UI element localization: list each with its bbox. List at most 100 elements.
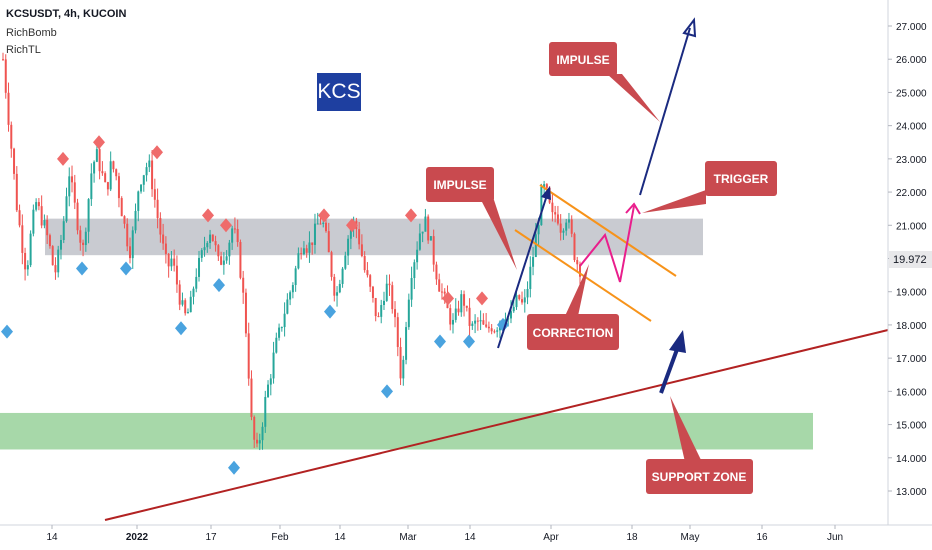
candle-body: [496, 330, 499, 332]
candle-body: [93, 161, 96, 174]
channel-upper: [539, 184, 677, 277]
candle-body: [24, 252, 27, 270]
candle-body: [487, 326, 490, 329]
y-tick-label: 14.000: [896, 454, 927, 465]
candle-body: [84, 231, 87, 246]
candle-body: [239, 242, 242, 278]
candle-body: [156, 199, 159, 219]
sell-signal-marker: [151, 145, 163, 160]
candle-body: [336, 292, 339, 296]
candle-body: [233, 228, 236, 230]
candle-body: [490, 328, 493, 332]
symbol-title[interactable]: KCSUSDT, 4h, KUCOIN: [6, 8, 127, 20]
last-price-tag: 19.972: [889, 251, 932, 268]
candle-body: [509, 311, 512, 319]
candle-body: [267, 384, 270, 397]
candle-body: [532, 257, 535, 267]
candle-body: [283, 313, 286, 328]
candle-body: [87, 199, 90, 232]
candle-body: [322, 222, 325, 224]
candle-body: [206, 242, 209, 248]
candle-body: [162, 234, 165, 244]
candle-body: [26, 265, 29, 270]
candle-body: [269, 378, 272, 385]
candle-body: [573, 233, 576, 261]
candle-body: [465, 305, 468, 308]
candle-body: [82, 242, 85, 246]
candle-body: [523, 297, 526, 303]
candle-body: [159, 218, 162, 235]
candle-body: [275, 337, 278, 353]
candle-body: [189, 296, 192, 313]
projection-arrowhead: [625, 202, 641, 215]
candle-body: [311, 242, 314, 245]
candle-body: [101, 171, 104, 174]
candle-body: [374, 297, 377, 317]
candle-body: [51, 246, 54, 266]
y-tick-label: 13.000: [896, 487, 927, 498]
candle-body: [142, 175, 145, 185]
y-tick-label: 26.000: [896, 55, 927, 66]
candle-body: [452, 319, 455, 325]
candle-body: [413, 262, 416, 279]
candle-body: [106, 182, 109, 190]
buy-signal-marker: [120, 261, 132, 276]
candle-body: [29, 233, 32, 266]
candle-body: [62, 221, 65, 241]
candle-body: [140, 184, 143, 192]
candle-body: [407, 299, 410, 328]
candle-body: [244, 292, 247, 334]
candle-body: [109, 161, 112, 190]
y-tick-label: 16.000: [896, 387, 927, 398]
candle-body: [231, 228, 234, 243]
indicator-richbomb[interactable]: RichBomb: [6, 27, 57, 39]
indicator-richtl[interactable]: RichTL: [6, 44, 41, 56]
candle-body: [325, 222, 328, 232]
candle-body: [476, 320, 479, 322]
candle-body: [534, 234, 537, 258]
candle-body: [330, 252, 333, 277]
candle-body: [579, 264, 581, 277]
last-price-value: 19.972: [893, 254, 927, 266]
candle-body: [164, 243, 167, 254]
sell-signal-marker: [93, 135, 105, 150]
candle-body: [457, 308, 460, 313]
candle-body: [565, 222, 568, 231]
candle-body: [418, 233, 421, 250]
candle-body: [40, 206, 43, 226]
candle-body: [435, 264, 438, 280]
x-tick-label: 2022: [126, 532, 149, 543]
candle-body: [123, 216, 126, 224]
candle-body: [131, 230, 134, 259]
candle-body: [543, 184, 546, 187]
y-tick-label: 25.000: [896, 88, 927, 99]
candle-body: [178, 284, 181, 305]
candle-body: [316, 223, 319, 225]
candle-body: [440, 291, 443, 293]
candle-body: [278, 327, 281, 338]
candle-body: [195, 276, 198, 289]
buy-signal-marker: [76, 261, 88, 276]
candle-body: [35, 202, 38, 210]
candle-body: [272, 352, 275, 379]
candle-body: [120, 198, 123, 217]
candle-body: [421, 231, 424, 234]
candle-body: [128, 246, 131, 259]
candle-body: [460, 294, 463, 313]
candle-body: [416, 249, 419, 263]
x-tick-label: Jun: [827, 532, 843, 543]
callout-correction: CORRECTION: [527, 264, 619, 350]
impulse-arrowhead-large: [682, 17, 697, 38]
candle-body: [200, 250, 203, 258]
candle-body: [394, 309, 397, 318]
candle-body: [217, 245, 220, 257]
x-tick-label: 17: [205, 532, 217, 543]
candle-body: [463, 294, 466, 306]
candle-body: [48, 235, 51, 247]
candle-body: [10, 124, 13, 149]
candle-body: [570, 219, 573, 234]
y-tick-label: 24.000: [896, 122, 927, 133]
candle-body: [554, 212, 557, 215]
y-tick-label: 18.000: [896, 321, 927, 332]
